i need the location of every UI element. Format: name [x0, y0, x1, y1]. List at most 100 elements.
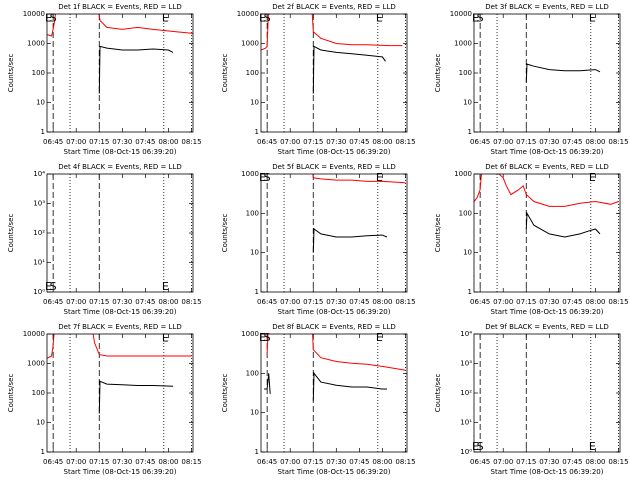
y-tick-label: 100: [246, 69, 259, 77]
y-tick-label: 10000: [23, 330, 45, 338]
x-axis-label: Start Time (08-Oct-15 06:39:20): [491, 148, 604, 156]
y-tick-label: 1000: [241, 330, 259, 338]
annotation: E: [589, 12, 596, 25]
x-tick-label: 07:45: [562, 458, 582, 466]
panel: Det 4f BLACK = Events, RED = LLD Start Ti…: [7, 163, 202, 316]
y-axis-label: Counts/sec: [221, 374, 229, 413]
y-tick-label: 1000: [27, 40, 45, 48]
annotation: E: [589, 171, 596, 184]
y-tick-label: 1: [468, 128, 472, 136]
x-tick-label: 06:45: [470, 138, 490, 146]
y-tick-label: 1: [255, 288, 259, 296]
x-tick-label: 07:30: [326, 458, 346, 466]
x-tick-label: 07:15: [303, 298, 323, 306]
x-tick-label: 07:15: [89, 138, 109, 146]
annotation: S: [264, 331, 271, 344]
x-tick-label: 07:30: [112, 138, 132, 146]
y-tick-label: 10²: [460, 389, 472, 397]
y-tick-label: 100: [459, 69, 472, 77]
x-tick-label: 08:00: [372, 298, 392, 306]
chart-title: Det 8f BLACK = Events, RED = LLD: [272, 323, 395, 331]
y-tick-label: 1000: [454, 40, 472, 48]
chart-title: Det 5f BLACK = Events, RED = LLD: [272, 163, 395, 171]
x-tick-label: 07:45: [135, 138, 155, 146]
x-tick-label: 08:00: [585, 298, 605, 306]
x-tick-label: 07:45: [349, 458, 369, 466]
y-tick-label: 10⁴: [33, 170, 45, 178]
chart-title: Det 7f BLACK = Events, RED = LLD: [58, 323, 181, 331]
plot-frame: [473, 173, 621, 293]
x-tick-label: 07:45: [135, 458, 155, 466]
annotation: E: [162, 332, 169, 345]
y-tick-label: 1000: [241, 40, 259, 48]
x-tick-label: 07:30: [539, 298, 559, 306]
x-tick-label: 07:00: [280, 298, 300, 306]
series-line: [525, 63, 601, 82]
series-line: [312, 45, 386, 94]
x-tick-label: 07:45: [562, 138, 582, 146]
x-tick-label: 07:15: [89, 458, 109, 466]
annotation: E: [376, 331, 383, 344]
y-tick-label: 100: [459, 209, 472, 217]
y-tick-label: 1: [255, 448, 259, 456]
y-tick-label: 10: [250, 249, 259, 257]
annotation: E: [162, 12, 169, 25]
x-tick-label: 07:00: [66, 138, 86, 146]
x-tick-label: 08:15: [395, 298, 415, 306]
series-line: [98, 45, 174, 94]
chart-title: Det 2f BLACK = Events, RED = LLD: [272, 3, 395, 11]
y-tick-label: 10¹: [33, 259, 45, 267]
x-tick-label: 07:15: [516, 458, 536, 466]
x-tick-label: 06:45: [470, 458, 490, 466]
x-tick-label: 08:15: [608, 138, 628, 146]
annotation: S: [477, 12, 484, 25]
y-tick-label: 10²: [33, 229, 45, 237]
chart-title: Det 9f BLACK = Events, RED = LLD: [485, 323, 608, 331]
x-tick-label: 07:15: [89, 298, 109, 306]
series-line: [525, 211, 601, 238]
y-tick-label: 100: [246, 209, 259, 217]
x-tick-label: 06:45: [257, 138, 277, 146]
y-tick-label: 10: [250, 99, 259, 107]
annotation: S: [50, 280, 57, 293]
y-tick-label: 1000: [241, 170, 259, 178]
y-axis-label: Counts/sec: [7, 54, 15, 93]
annotation: E: [259, 171, 266, 184]
x-tick-label: 07:45: [562, 298, 582, 306]
panel: Det 8f BLACK = Events, RED = LLD Start Ti…: [221, 323, 416, 476]
y-tick-label: 10⁴: [460, 330, 472, 338]
y-tick-label: 1: [255, 128, 259, 136]
y-tick-label: 10⁰: [33, 288, 45, 296]
series-line: [312, 228, 388, 253]
x-tick-label: 08:15: [608, 298, 628, 306]
annotation: E: [376, 171, 383, 184]
x-axis-label: Start Time (08-Oct-15 06:39:20): [278, 148, 391, 156]
x-tick-label: 07:00: [66, 458, 86, 466]
y-tick-label: 100: [32, 389, 45, 397]
x-tick-label: 06:45: [257, 298, 277, 306]
panel: Det 6f BLACK = Events, RED = LLD Start Ti…: [434, 163, 629, 316]
series-line: [312, 174, 406, 184]
x-tick-label: 07:30: [539, 458, 559, 466]
x-tick-label: 06:45: [43, 458, 63, 466]
y-tick-label: 10³: [460, 360, 472, 368]
x-tick-label: 07:45: [349, 298, 369, 306]
annotation: S: [477, 440, 484, 453]
y-tick-label: 1000: [27, 360, 45, 368]
annotation: E: [259, 331, 266, 344]
x-tick-label: 07:00: [280, 458, 300, 466]
y-tick-label: 10: [463, 99, 472, 107]
x-tick-label: 08:15: [181, 458, 201, 466]
y-axis-label: Counts/sec: [434, 374, 442, 413]
annotation: S: [264, 171, 271, 184]
series-line: [474, 174, 619, 207]
plot-frame: [260, 173, 408, 293]
x-tick-label: 08:15: [395, 138, 415, 146]
y-tick-label: 1000: [454, 170, 472, 178]
plot-frame: [473, 13, 621, 133]
annotation: E: [589, 440, 596, 453]
annotation: E: [472, 440, 479, 453]
panel: Det 5f BLACK = Events, RED = LLD Start Ti…: [221, 163, 416, 316]
annotation: E: [472, 12, 479, 25]
annotation: E: [376, 12, 383, 25]
